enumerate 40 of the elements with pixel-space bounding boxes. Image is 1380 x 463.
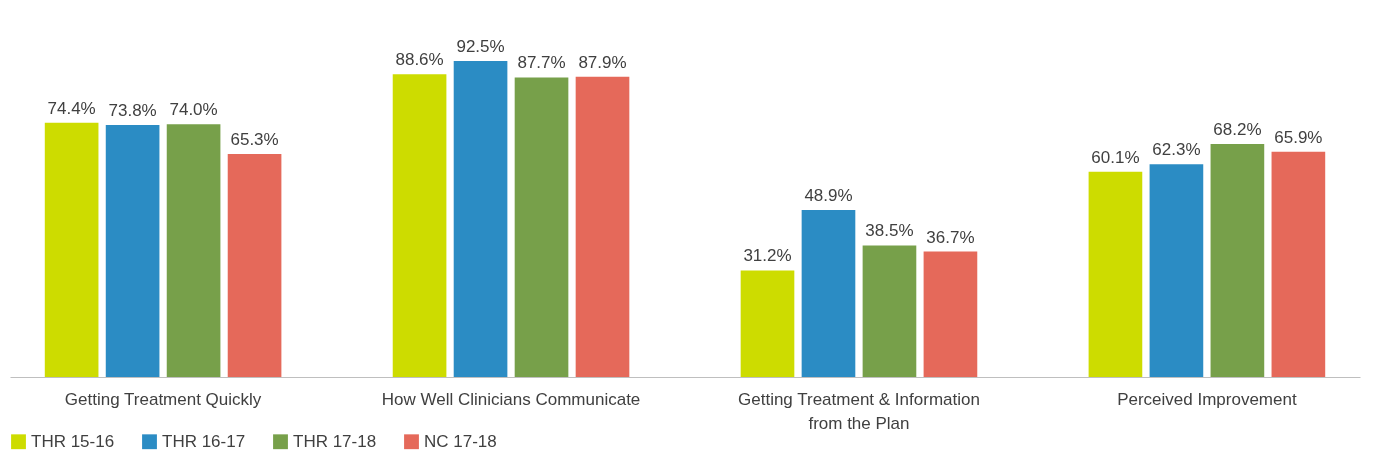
legend-label: THR 17-18 [293,431,377,451]
data-label: 73.8% [108,100,157,120]
bar [862,245,917,377]
bar [1088,171,1143,377]
data-label: 31.2% [743,246,792,266]
bar [801,209,856,377]
data-label: 87.9% [578,52,627,72]
legend-label: NC 17-18 [424,431,497,451]
x-tick-label: How Well Clinicians Communicate [381,389,641,409]
data-label: 36.7% [926,227,975,247]
bar [514,77,569,377]
x-tick-label: Getting Treatment & Information from the Plan [738,389,980,433]
bar [923,251,978,377]
bar [1210,144,1265,377]
data-label: 92.5% [456,37,505,56]
bar [227,153,282,377]
data-label: 48.9% [804,185,853,205]
bar [44,122,99,377]
data-label: 38.5% [865,221,914,241]
bar [166,124,221,377]
data-label: 87.7% [517,53,566,73]
legend-label: THR 16-17 [162,431,246,451]
bar [740,270,795,377]
data-label: 62.3% [1152,140,1201,160]
data-label: 65.3% [230,129,279,149]
bar [105,124,160,377]
data-label: 74.0% [169,100,218,120]
bar [575,76,630,377]
bar [453,61,508,377]
data-label: 68.2% [1213,120,1262,140]
data-label: 65.9% [1274,127,1323,147]
x-tick-label: Getting Treatment Quickly [64,389,262,409]
bar [1271,151,1326,377]
legend-label: THR 15-16 [31,431,115,451]
data-label: 74.4% [47,98,96,118]
data-label: 60.1% [1091,147,1140,167]
data-label: 88.6% [395,50,444,70]
bar [1149,164,1204,377]
x-tick-label: Perceived Improvement [1117,389,1297,409]
bar [392,74,447,377]
